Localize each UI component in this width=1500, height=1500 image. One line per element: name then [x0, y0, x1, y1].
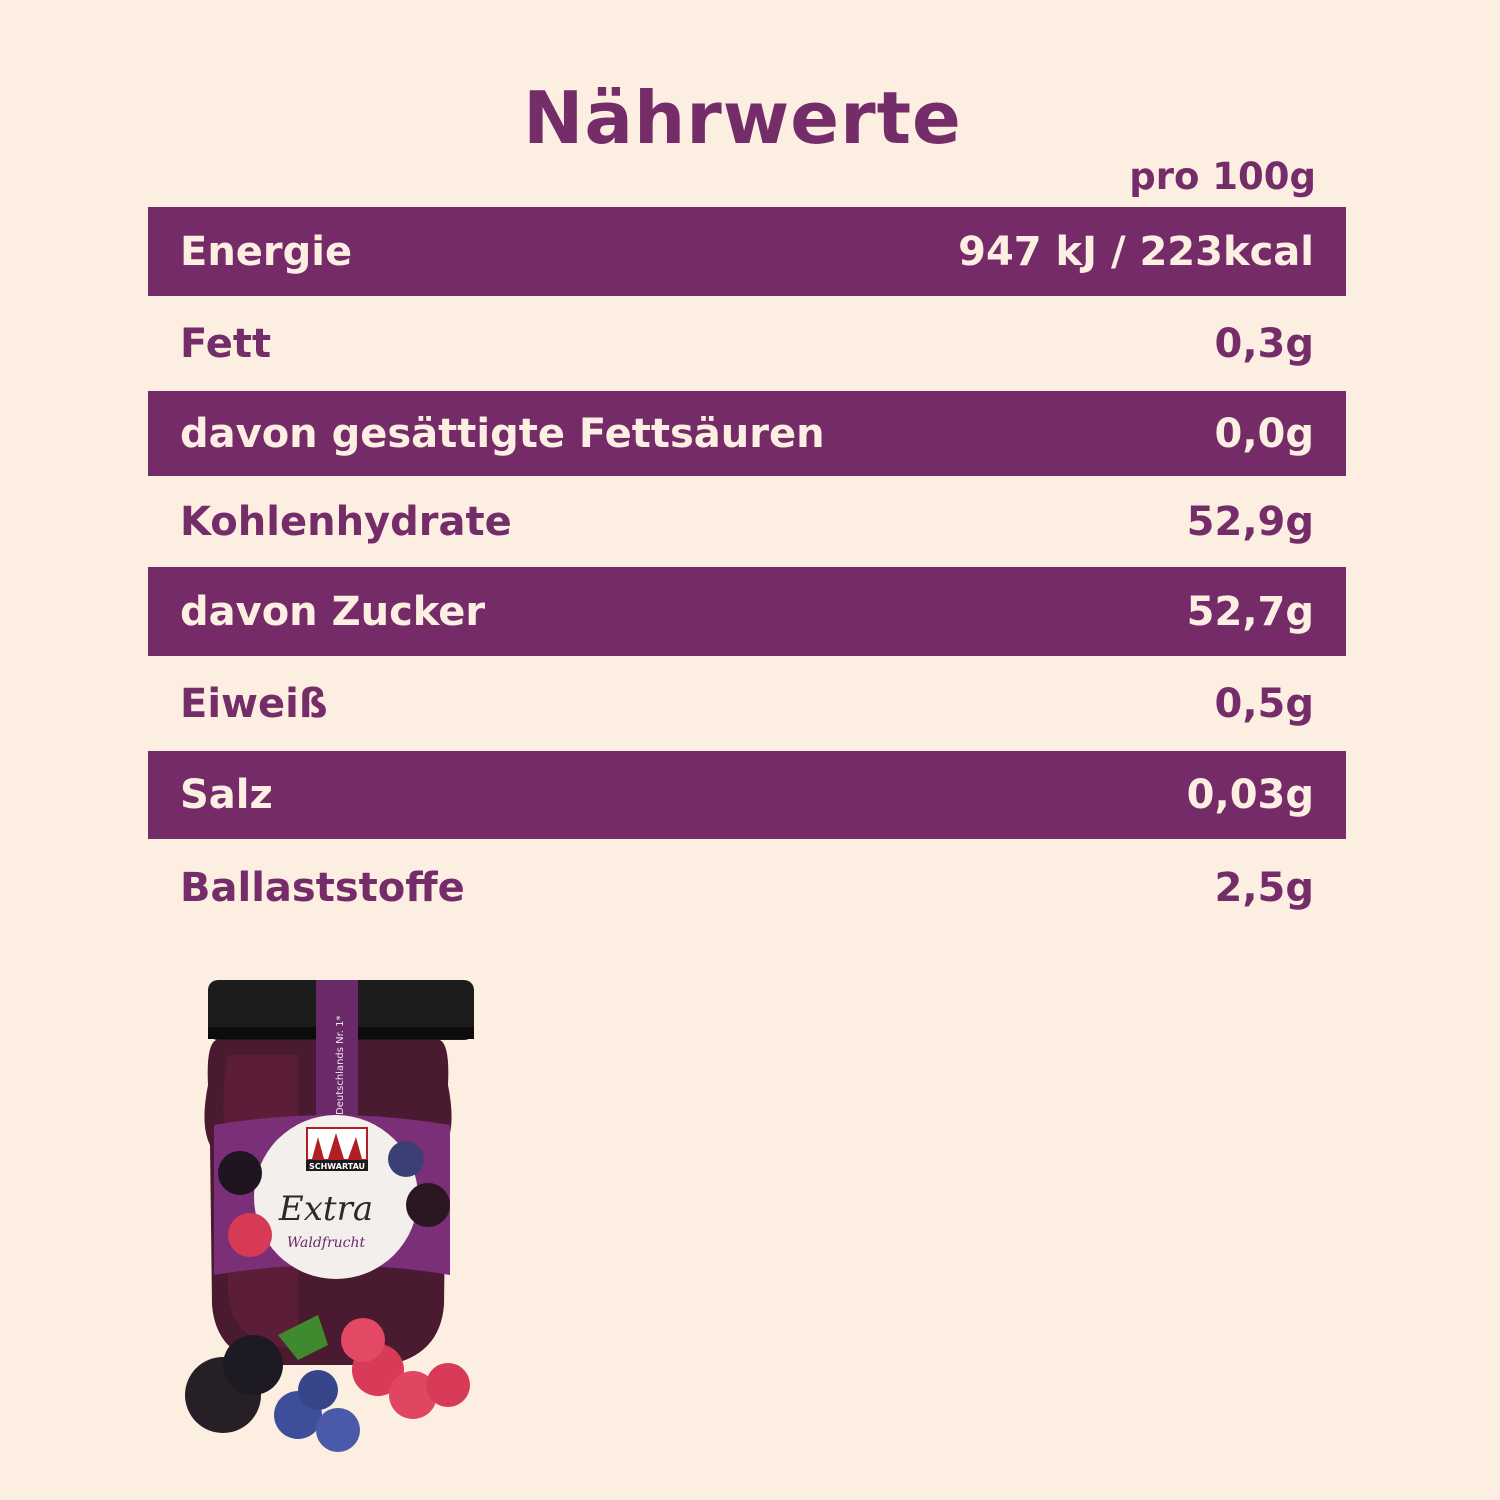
row-label: Ballaststoffe — [180, 865, 465, 911]
row-value: 52,7g — [1186, 588, 1314, 635]
row-value: 947 kJ / 223kcal — [958, 228, 1314, 275]
product-variety: Waldfrucht — [287, 1235, 366, 1251]
row-label: Salz — [180, 772, 273, 818]
product-jar-image: Deutschlands Nr. 1* SCHWARTAU Extra Wald… — [178, 975, 488, 1475]
row-value: 0,5g — [1214, 680, 1315, 727]
row-label: davon gesättigte Fettsäuren — [180, 410, 825, 457]
row-value: 2,5g — [1214, 865, 1315, 911]
row-label: Kohlenhydrate — [180, 498, 512, 545]
row-label: Fett — [180, 320, 272, 367]
table-row-fat: Fett 0,3g — [148, 296, 1346, 391]
brand-text: SCHWARTAU — [309, 1162, 365, 1171]
row-value: 52,9g — [1186, 498, 1314, 545]
row-label: Eiweiß — [180, 680, 328, 727]
row-value: 0,0g — [1214, 410, 1315, 457]
table-row-saturated-fat: davon gesättigte Fettsäuren 0,0g — [148, 391, 1346, 476]
page-title: Nährwerte — [523, 76, 962, 160]
jam-jar-illustration: Deutschlands Nr. 1* SCHWARTAU Extra Wald… — [185, 980, 474, 1452]
table-row-fiber: Ballaststoffe 2,5g — [148, 839, 1346, 937]
per-unit-label: pro 100g — [1129, 155, 1316, 198]
table-row-carbohydrates: Kohlenhydrate 52,9g — [148, 476, 1346, 567]
nutrition-table: Energie 947 kJ / 223kcal Fett 0,3g davon… — [148, 207, 1346, 937]
product-line: Extra — [278, 1189, 373, 1229]
table-row-energy: Energie 947 kJ / 223kcal — [148, 207, 1346, 296]
table-row-sugar: davon Zucker 52,7g — [148, 567, 1346, 656]
table-row-protein: Eiweiß 0,5g — [148, 656, 1346, 751]
row-label: Energie — [180, 228, 353, 275]
product-claim: Deutschlands Nr. 1* — [335, 1015, 346, 1115]
row-label: davon Zucker — [180, 588, 486, 635]
table-row-salt: Salz 0,03g — [148, 751, 1346, 839]
row-value: 0,03g — [1186, 772, 1314, 818]
row-value: 0,3g — [1214, 320, 1315, 367]
